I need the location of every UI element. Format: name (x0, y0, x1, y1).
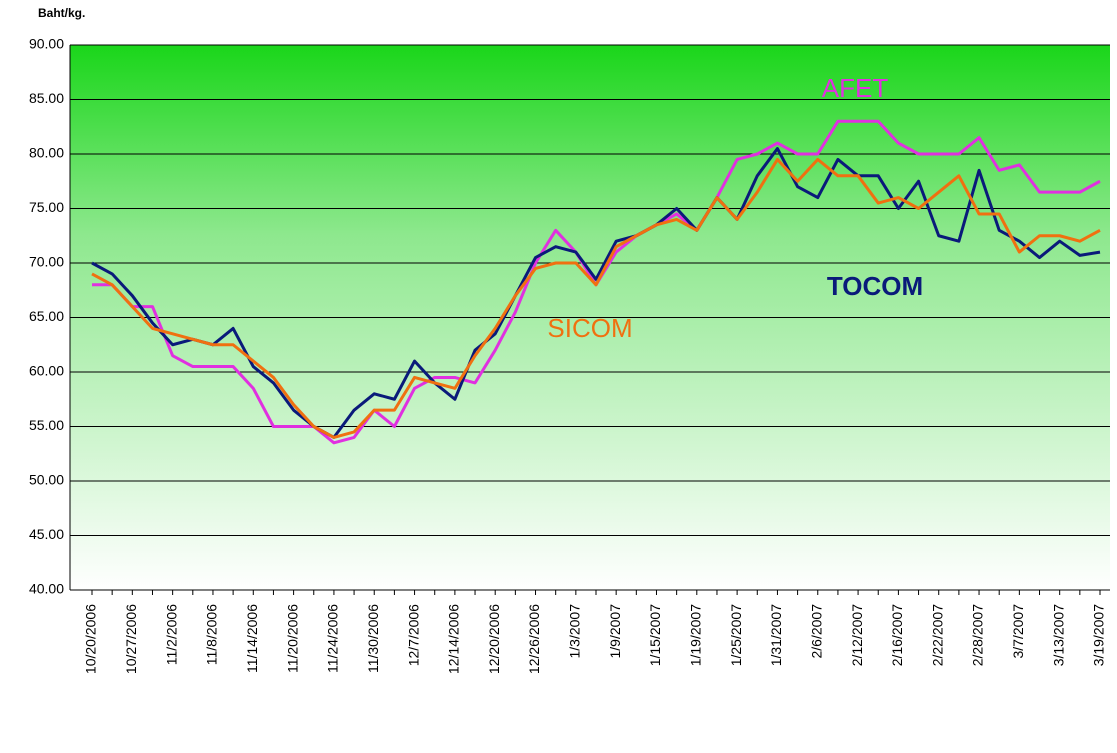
x-tick-label: 1/19/2007 (688, 604, 704, 666)
x-tick-label: 2/6/2007 (808, 604, 824, 659)
x-tick-label: 1/15/2007 (647, 604, 663, 666)
x-tick-label: 1/31/2007 (768, 604, 784, 666)
x-tick-label: 1/3/2007 (567, 604, 583, 659)
x-tick-label: 2/22/2007 (929, 604, 945, 666)
y-tick-label: 90.00 (29, 36, 64, 52)
y-tick-label: 60.00 (29, 363, 64, 379)
y-tick-label: 80.00 (29, 145, 64, 161)
x-tick-label: 10/27/2006 (123, 604, 139, 674)
series-label: SICOM (547, 313, 632, 343)
line-series (91, 147, 1101, 439)
y-tick-label: 55.00 (29, 417, 64, 433)
x-tick-label: 1/25/2007 (728, 604, 744, 666)
y-tick-label: 50.00 (29, 472, 64, 488)
series-label: TOCOM (827, 271, 923, 301)
y-tick-label: 85.00 (29, 90, 64, 106)
x-tick-label: 11/20/2006 (284, 604, 300, 673)
x-tick-label: 12/26/2006 (526, 604, 542, 674)
x-tick-label: 11/2/2006 (163, 604, 179, 665)
x-tick-label: 12/20/2006 (486, 604, 502, 674)
x-tick-label: 2/12/2007 (849, 604, 865, 666)
x-tick-label: 2/16/2007 (889, 604, 905, 666)
x-tick-label: 11/24/2006 (325, 604, 341, 673)
x-tick-label: 11/30/2006 (365, 604, 381, 673)
y-tick-label: 40.00 (29, 581, 64, 597)
series-label: AFET (822, 73, 889, 103)
x-tick-label: 10/20/2006 (83, 604, 99, 674)
y-tick-label: 75.00 (29, 199, 64, 215)
x-tick-label: 2/28/2007 (970, 604, 986, 666)
y-tick-label: 70.00 (29, 254, 64, 270)
x-tick-label: 3/7/2007 (1010, 604, 1026, 659)
y-tick-label: 45.00 (29, 526, 64, 542)
x-tick-label: 3/13/2007 (1050, 604, 1066, 666)
x-tick-label: 12/7/2006 (405, 604, 421, 666)
x-tick-label: 3/19/2007 (1091, 604, 1107, 666)
x-tick-label: 1/9/2007 (607, 604, 623, 659)
x-tick-label: 11/8/2006 (204, 604, 220, 665)
line-series (91, 157, 1101, 439)
y-axis-label: Baht/kg. (38, 6, 85, 20)
x-tick-label: 11/14/2006 (244, 604, 260, 673)
x-tick-label: 12/14/2006 (446, 604, 462, 674)
y-tick-label: 65.00 (29, 308, 64, 324)
